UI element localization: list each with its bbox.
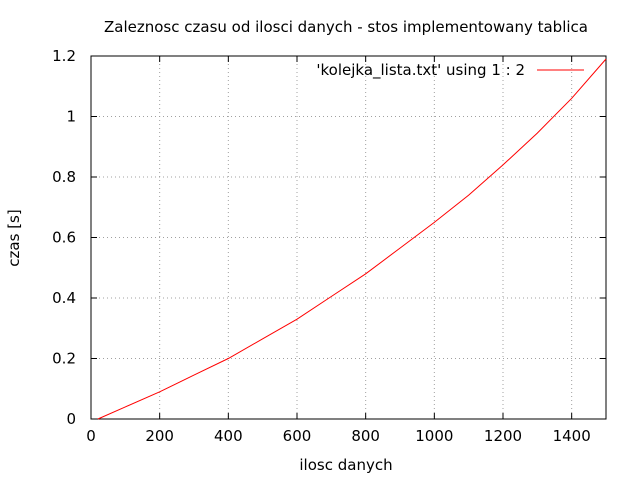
series-group <box>97 58 607 420</box>
x-tick-label: 400 <box>214 427 243 445</box>
x-tick-label: 1400 <box>553 427 591 445</box>
x-tick-label: 200 <box>145 427 174 445</box>
y-tick-label: 1.2 <box>52 47 76 65</box>
series-line <box>97 58 607 420</box>
axis-ticks <box>90 55 606 420</box>
y-tick-label: 0.4 <box>52 289 76 307</box>
y-axis-label: czas [s] <box>5 209 23 266</box>
legend-label: 'kolejka_lista.txt' using 1 : 2 <box>316 61 525 80</box>
x-tick-label: 800 <box>351 427 380 445</box>
x-tick-label: 0 <box>86 427 96 445</box>
chart-title: Zaleznosc czasu od ilosci danych - stos … <box>104 18 588 36</box>
x-tick-label: 1000 <box>415 427 453 445</box>
y-tick-label: 0.8 <box>52 168 76 186</box>
x-tick-label: 600 <box>283 427 312 445</box>
x-axis-label: ilosc danych <box>299 456 392 474</box>
legend: 'kolejka_lista.txt' using 1 : 2 <box>316 61 584 80</box>
y-tick-label: 0 <box>66 410 76 428</box>
grid <box>91 56 606 419</box>
plot-frame <box>90 55 607 420</box>
x-tick-label: 1200 <box>484 427 522 445</box>
y-tick-label: 0.2 <box>52 350 76 368</box>
y-tick-label: 1 <box>66 108 76 126</box>
y-tick-label: 0.6 <box>52 229 76 247</box>
